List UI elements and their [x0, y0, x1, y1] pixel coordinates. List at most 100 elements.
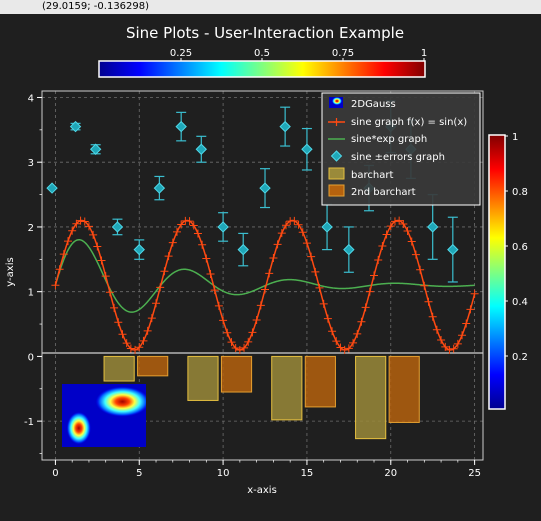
legend-item-2dgauss[interactable]: 2DGauss [329, 97, 396, 110]
plus-marker [332, 337, 341, 346]
plus-marker [294, 220, 303, 229]
top-colorbar-tick-label: 0.25 [170, 48, 192, 59]
plus-marker [298, 228, 307, 237]
plus-marker [411, 250, 420, 259]
plus-marker [466, 305, 475, 314]
barchart-bar [103, 355, 135, 382]
plus-marker [277, 229, 286, 238]
plus-marker [428, 312, 437, 321]
plus-marker [193, 229, 202, 238]
plus-marker [214, 301, 223, 310]
plus-marker [403, 227, 412, 236]
plus-marker [160, 267, 169, 276]
diamond-marker [153, 182, 166, 194]
plus-marker [386, 222, 395, 231]
y-tick-label: 3 [28, 158, 34, 169]
legend-item-second-barchart[interactable]: 2nd barchart [328, 184, 416, 198]
plus-marker [244, 337, 253, 346]
legend-item-sine-graph[interactable]: sine graph f(x) = sin(x) [328, 117, 467, 128]
right-colorbar-tick-label: 1 [512, 132, 518, 143]
plus-marker [101, 272, 110, 281]
barchart [103, 355, 387, 440]
plus-marker [84, 222, 93, 231]
plus-marker [97, 256, 106, 265]
plus-marker [126, 344, 135, 353]
plus-marker [114, 318, 123, 327]
legend-label: barchart [351, 170, 393, 181]
plus-marker [336, 343, 345, 352]
plus-marker [122, 339, 131, 348]
plus-marker [68, 226, 77, 235]
plot-canvas[interactable]: Sine Plots - User-Interaction Example 0.… [0, 14, 541, 521]
y-axis: -1 0 1 2 3 4 [24, 93, 42, 454]
plus-marker [323, 314, 332, 323]
barchart-bar [271, 355, 303, 421]
plus-marker [395, 216, 404, 225]
barchart-legend-swatch [328, 167, 345, 180]
barchart-bar [187, 355, 219, 401]
plus-marker [210, 286, 219, 295]
top-colorbar-tick-label: 0.75 [332, 48, 354, 59]
legend[interactable]: 2DGauss sine graph f(x) = sin(x) sine*ex… [321, 92, 481, 206]
plus-marker [453, 339, 462, 348]
plus-marker [445, 345, 454, 354]
legend-item-barchart[interactable]: barchart [328, 167, 393, 181]
y-tick-label: 0 [28, 352, 34, 363]
plus-marker [399, 219, 408, 228]
legend-label: sine ±errors graph [351, 152, 445, 163]
plus-marker [219, 316, 228, 325]
right-colorbar-tick-label: 0.2 [512, 352, 528, 363]
plus-marker [261, 285, 270, 294]
second-barchart-bar [304, 355, 336, 408]
diamond-marker [321, 221, 333, 233]
diamond-marker [301, 143, 313, 155]
plus-marker [307, 252, 316, 261]
chart-title: Sine Plots - User-Interaction Example [126, 24, 404, 42]
legend-item-errors-graph[interactable]: sine ±errors graph [330, 150, 445, 163]
diamond-marker [175, 120, 187, 133]
plus-marker [131, 345, 140, 354]
barchart-bar [355, 355, 387, 440]
plot-frame [41, 90, 484, 461]
plus-marker [353, 329, 362, 338]
second-barchart [137, 355, 420, 423]
y-tick-label: 2 [28, 223, 34, 234]
plus-marker [302, 239, 311, 248]
plus-marker [223, 328, 232, 337]
plus-marker [80, 217, 89, 226]
plus-marker [118, 330, 127, 339]
legend-label: sine graph f(x) = sin(x) [351, 117, 467, 128]
plus-marker [420, 281, 429, 290]
right-colorbar-tick-label: 0.8 [512, 187, 528, 198]
plus-marker [357, 317, 366, 326]
plus-marker [281, 221, 290, 230]
diamond-marker [46, 182, 58, 194]
plus-marker [311, 267, 320, 276]
x-tick-label: 15 [301, 468, 314, 479]
sine-exp-graph-line [54, 238, 475, 313]
right-colorbar: 0.2 0.4 0.6 0.8 1 [488, 132, 528, 410]
gauss-2d-inset [62, 384, 146, 447]
gauss-peak [95, 386, 146, 417]
plus-marker [172, 227, 181, 236]
plus-marker [177, 220, 186, 229]
y-axis-label: y-axis [5, 257, 16, 286]
plus-marker [198, 240, 207, 249]
plus-marker [164, 252, 173, 261]
plus-marker [185, 217, 194, 226]
diamond-marker [89, 143, 102, 155]
plus-marker [231, 344, 240, 353]
x-axis-label: x-axis [247, 485, 277, 496]
diamond-marker [447, 243, 459, 256]
plus-marker [235, 345, 244, 354]
top-colorbar-gradient [98, 60, 426, 78]
plus-marker [407, 237, 416, 246]
plus-marker [135, 343, 144, 352]
legend-item-sine-exp-graph[interactable]: sine*exp graph [328, 134, 427, 145]
plus-marker [361, 303, 370, 312]
top-colorbar-tick-label: 1 [421, 48, 427, 59]
diamond-marker [279, 120, 291, 133]
plus-marker [189, 221, 198, 230]
gauss-peak [66, 411, 91, 445]
x-tick-label: 25 [468, 468, 481, 479]
